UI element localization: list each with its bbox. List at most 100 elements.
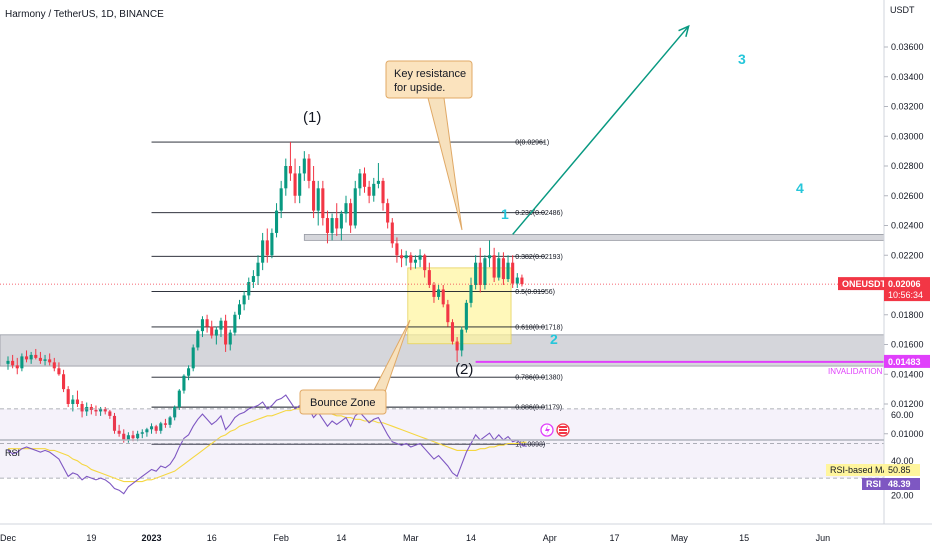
candle-body [307, 158, 311, 181]
candle-body [38, 357, 42, 361]
candle-body [108, 411, 112, 416]
candle-body [66, 389, 70, 404]
event-icons[interactable] [540, 423, 570, 437]
candle-body [52, 362, 56, 369]
candle-body [233, 314, 237, 333]
candle-body [57, 368, 61, 375]
candle-body [395, 243, 399, 256]
rsi-tick-label: 60.00 [891, 410, 914, 420]
candle-body [75, 399, 79, 404]
candle-body [11, 360, 15, 366]
price-axis-unit: USDT [890, 5, 915, 15]
candle-body [386, 203, 390, 223]
candle-body [251, 276, 255, 283]
candle-body [404, 255, 408, 259]
candle-body [112, 415, 117, 431]
candle-body [288, 166, 292, 174]
fib-level-label: 0(0.02961) [515, 140, 549, 147]
last-price-tag-value: 0.02006 [888, 279, 921, 289]
invalidation-tag-bg [884, 354, 930, 368]
candle-body [122, 433, 126, 440]
wave-label-1: (1) [303, 109, 321, 126]
candle-body [427, 270, 431, 285]
candle-body [117, 430, 121, 434]
price-tick-label: 0.02200 [891, 250, 924, 260]
candle-body [163, 423, 167, 425]
resistance-callout-box [385, 60, 473, 99]
rsi-pane[interactable] [0, 440, 884, 524]
drawings-layer: INVALIDATION [0, 24, 884, 376]
last-price-tag-bg [884, 277, 930, 302]
rsi-tick-label: 20.00 [891, 490, 914, 500]
candle-body [103, 409, 107, 412]
candle-body [344, 203, 348, 214]
candle-body [312, 180, 316, 211]
candle-body [487, 255, 492, 259]
price-axis-ticks: 0.03600 0.03400 0.03200 0.03000 0.02800 0.026… [884, 42, 924, 439]
price-tick-label: 0.02600 [891, 191, 924, 201]
candle-body [293, 173, 297, 196]
rsi-panel-label: RSI [5, 448, 20, 458]
candle-body [80, 404, 84, 412]
candle-body [196, 331, 200, 348]
rsi-legend-label: RSI [866, 479, 881, 489]
candle-body [242, 295, 246, 305]
wave-cyan-3: 3 [738, 51, 746, 67]
fib-level-label: 0.382(0.02193) [515, 254, 562, 261]
last-price-countdown: 10:56:34 [888, 290, 923, 300]
price-axis-bg [884, 0, 932, 524]
rsi-value-bg [884, 478, 920, 490]
time-axis-bg[interactable] [0, 524, 932, 550]
candle-body [126, 435, 130, 440]
candle-body [145, 429, 149, 433]
candle-body [381, 180, 385, 204]
price-tick-label: 0.01000 [891, 429, 924, 439]
candle-body [62, 374, 66, 390]
candle-body [372, 183, 376, 196]
bounce-callout[interactable]: Bounce Zone [299, 319, 411, 415]
price-tick-label: 0.03000 [891, 131, 924, 141]
candle-body [362, 173, 367, 187]
candle-body [173, 406, 177, 418]
fib-level-label: 0.786(0.01380) [515, 375, 562, 382]
price-tick-label: 0.01200 [891, 399, 924, 409]
candle-body [520, 277, 524, 285]
resistance-callout[interactable]: Key resistance for upside. [385, 60, 473, 231]
candle-body [182, 375, 186, 391]
candle-body [316, 188, 320, 211]
flag-icon-stripe1 [559, 428, 567, 429]
rsi-layer [0, 394, 884, 495]
time-tick-label: 14 [336, 533, 346, 543]
candle-body [469, 285, 473, 303]
candle-body [515, 277, 519, 284]
projection-arrow-line [512, 25, 690, 235]
fib-level-label: 0.618(0.01718) [515, 324, 562, 331]
candle-body [302, 158, 306, 174]
candle-body [455, 341, 459, 351]
lightning-icon-glyph [545, 425, 550, 435]
candle-body [94, 409, 98, 412]
candle-body [89, 406, 93, 410]
price-axis[interactable]: USDT [883, 0, 932, 524]
time-tick-label: 19 [86, 533, 96, 543]
rsi-tick-label: 40.00 [891, 456, 914, 466]
candle-body [237, 304, 242, 315]
candle-body [349, 203, 353, 226]
candle-body [149, 426, 154, 430]
candle-body [256, 262, 260, 277]
candle-body [367, 186, 371, 196]
candle-body [418, 255, 422, 260]
candles-layer [6, 142, 524, 443]
candle-body [409, 255, 413, 263]
candle-body [265, 240, 269, 256]
candle-body [43, 359, 47, 361]
candle-body [483, 258, 487, 285]
candle-body [446, 304, 450, 323]
fib-level-label: 0.886(0.01179) [515, 405, 562, 412]
candle-body [460, 329, 464, 351]
projection-arrow-head [678, 24, 690, 38]
rsi-ma-legend-label: RSI-based MA [830, 465, 889, 475]
wave-cyan-4: 4 [796, 180, 804, 196]
